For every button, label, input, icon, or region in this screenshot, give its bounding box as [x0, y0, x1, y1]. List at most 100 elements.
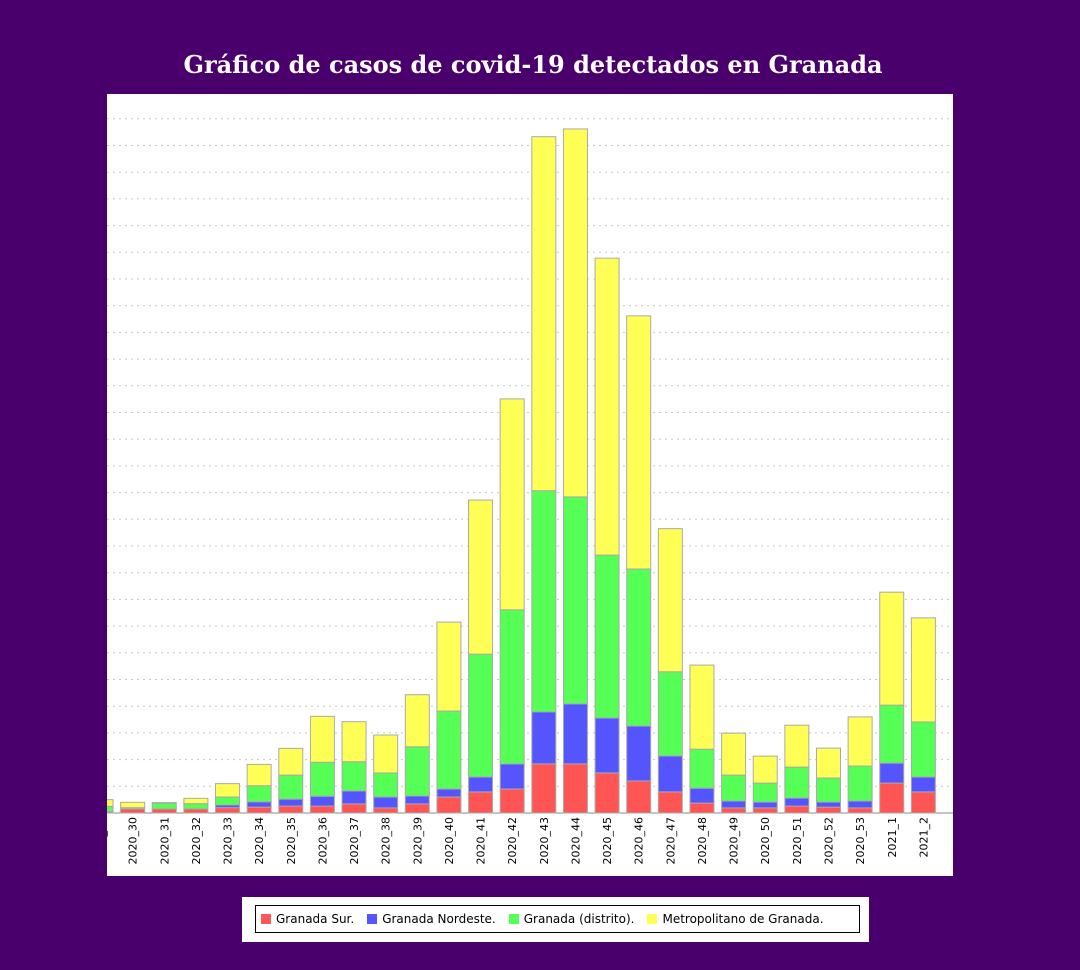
x-tick-label: 2020_30 [127, 817, 140, 865]
legend-label: Granada Nordeste. [382, 912, 496, 926]
bar-segment-2020_34-s0 [246, 806, 272, 814]
bar-segment-2020_46-s2 [626, 568, 652, 727]
bar-segment-2020_31-s2 [151, 802, 177, 810]
bar-segment-2020_43-s0 [531, 763, 557, 814]
x-tick-label: 2020_32 [190, 817, 203, 865]
x-tick-label: 2020_41 [475, 817, 488, 865]
bar-segment-2020_42-s0 [499, 788, 525, 814]
legend-item: Granada Sur. [261, 912, 354, 926]
bar-segment-2020_48-s3 [689, 664, 715, 750]
bar-segment-2020_44-s2 [562, 496, 588, 705]
bar-segment-2020_45-s0 [594, 772, 620, 814]
legend-label: Granada Sur. [276, 912, 355, 926]
bar-segment-2020_46-s1 [626, 725, 652, 782]
bar-segment-2020_40-s3 [436, 621, 462, 712]
bar-segment-2020_49-s2 [721, 774, 747, 802]
bar-segment-2020_39-s0 [404, 803, 430, 814]
x-tick-label: 2020_53 [854, 817, 867, 865]
bar-segment-2020_38-s3 [373, 734, 399, 774]
bar-segment-2021_2-s3 [910, 617, 936, 723]
bar-segment-2020_48-s0 [689, 802, 715, 814]
bar-segment-2020_36-s1 [309, 795, 335, 807]
legend-swatch [647, 914, 658, 924]
bar-segment-2020_33-s2 [215, 796, 241, 806]
bar-segment-2020_29-s2 [88, 805, 114, 813]
bar-segment-2020_31-s0 [151, 808, 177, 814]
bar-segment-2020_43-s1 [531, 711, 557, 765]
bar-segment-2020_46-s3 [626, 315, 652, 570]
x-tick-label: 2020_40 [443, 817, 456, 865]
x-tick-label: 2020_49 [728, 817, 741, 865]
bar-segment-2020_48-s2 [689, 748, 715, 789]
bar-segment-2020_43-s2 [531, 490, 557, 713]
x-tick-label: 2020_48 [696, 817, 709, 865]
bar-segment-2020_30-s0 [120, 808, 146, 814]
x-tick-label: 2020_44 [569, 817, 582, 865]
bar-segment-2020_33-s0 [215, 807, 241, 814]
plot-area: 2020_29 2020_30 2020_31 2020_32 2020_33 2020_… [88, 94, 953, 876]
x-tick-label: 2020_50 [759, 817, 772, 865]
x-tick-label: 2021_1 [886, 817, 899, 858]
bar-segment-2020_49-s0 [721, 807, 747, 814]
bar-segment-2020_49-s3 [721, 732, 747, 776]
bar-segment-2020_35-s3 [278, 747, 304, 776]
bar-segment-2020_39-s1 [404, 795, 430, 805]
bar-segment-2020_34-s2 [246, 785, 272, 803]
bar-segment-2021_2-s2 [910, 721, 936, 778]
bar-segment-2020_30-s3 [120, 801, 146, 809]
bar-segment-2020_44-s0 [562, 763, 588, 814]
bar-segment-2020_33-s3 [215, 783, 241, 798]
bar-segment-2020_38-s1 [373, 796, 399, 809]
bar-segment-2020_41-s2 [468, 653, 494, 778]
x-tick-label: 2020_51 [791, 817, 804, 865]
bar-segment-2020_42-s3 [499, 398, 525, 611]
bar-segment-2020_47-s1 [657, 755, 683, 793]
x-tick-label: 2020_47 [664, 817, 677, 865]
bar-segment-2020_32-s3 [183, 797, 209, 805]
bar-segment-2020_39-s2 [404, 746, 430, 797]
bar-segment-2021_2-s0 [910, 791, 936, 814]
bar-segment-2020_47-s2 [657, 671, 683, 757]
bar-segment-2020_40-s1 [436, 788, 462, 798]
legend-swatch [261, 914, 271, 924]
legend-label: Metropolitano de Granada. [662, 912, 824, 926]
x-tick-label: 2020_36 [316, 817, 329, 865]
x-tick-label: 2020_31 [158, 817, 171, 865]
bar-segment-2020_50-s0 [752, 807, 778, 814]
bar-segment-2020_45-s2 [594, 554, 620, 719]
x-tick-label: 2020_29 [107, 817, 108, 865]
bar-segment-2020_47-s0 [657, 791, 683, 814]
bar-segment-2020_44-s3 [562, 128, 588, 498]
bar-segment-2020_53-s2 [847, 765, 873, 802]
bar-segment-2020_45-s1 [594, 717, 620, 774]
x-tick-label: 2020_38 [380, 817, 393, 865]
x-tick-label: 2021_2 [917, 817, 930, 858]
bar-segment-2020_40-s2 [436, 710, 462, 790]
bar-segment-2020_40-s0 [436, 796, 462, 814]
legend-swatch [367, 914, 378, 924]
bar-segment-2020_52-s3 [815, 747, 841, 779]
bar-segment-2020_45-s3 [594, 257, 620, 556]
bar-segment-2021_1-s1 [879, 762, 905, 784]
bar-segment-2020_39-s3 [404, 694, 430, 748]
bar-segment-2020_51-s2 [784, 766, 810, 799]
x-tick-label: 2020_34 [253, 817, 266, 865]
bar-segment-2020_31-s3 [151, 802, 177, 804]
bar-segment-2020_46-s0 [626, 780, 652, 814]
bar-segment-2020_53-s3 [847, 716, 873, 767]
bar-segment-2020_37-s2 [341, 761, 367, 792]
legend-swatch [508, 914, 519, 924]
bar-segment-2020_52-s2 [815, 777, 841, 803]
bar-segment-2020_53-s1 [847, 800, 873, 809]
bar-segment-2021_1-s3 [879, 591, 905, 706]
bar-segment-2020_50-s2 [752, 782, 778, 803]
legend-item: Metropolitano de Granada. [647, 912, 824, 926]
bar-segment-2020_37-s0 [341, 803, 367, 814]
bar-segment-2020_37-s3 [341, 721, 367, 763]
bar-segment-2020_41-s3 [468, 499, 494, 655]
bar-segment-2020_50-s1 [752, 801, 778, 809]
bar-segment-2020_36-s2 [309, 761, 335, 797]
bar-segment-2020_32-s0 [183, 808, 209, 814]
bar-segment-2020_38-s2 [373, 772, 399, 798]
bar-segment-2020_51-s0 [784, 805, 810, 814]
